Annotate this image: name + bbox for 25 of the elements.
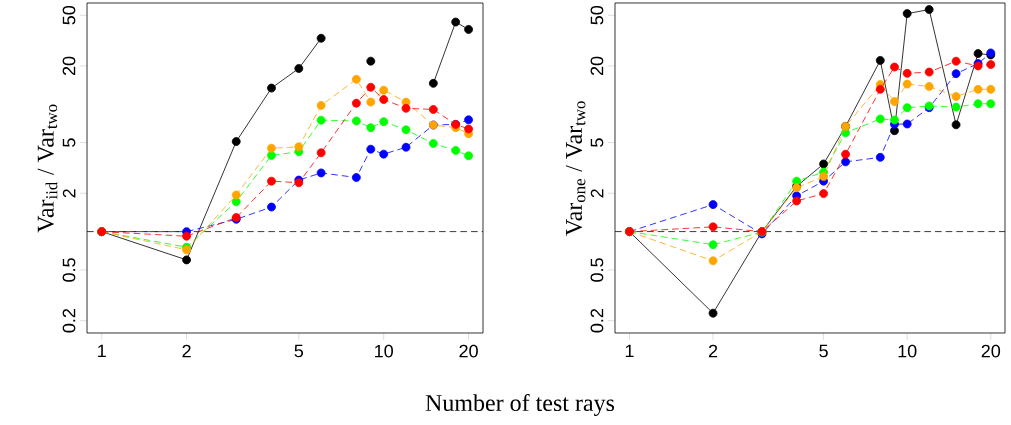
y-tick-label: 0.2: [590, 309, 604, 333]
x-tick-label: 1: [98, 344, 106, 358]
y-tick-label: 50: [590, 5, 604, 25]
y-tick-label: 0.5: [590, 258, 604, 282]
x-tick-label: 10: [375, 344, 393, 358]
y-tick-label: 0.5: [62, 258, 76, 282]
x-tick-label: 2: [182, 344, 191, 358]
y-tick-label: 0.2: [62, 309, 76, 333]
y-tick-label: 2: [62, 189, 76, 198]
x-tick-label: 5: [294, 344, 304, 358]
y-axis-title: Var$_{one}$ / Var$_{two}$: [565, 101, 586, 236]
x-tick-label: 10: [898, 344, 917, 358]
y-axis-title: Var$_{iid}$ / Var$_{two}$: [37, 104, 58, 233]
y-tick-label: 50: [62, 5, 76, 25]
y-tick-label: 20: [590, 56, 604, 76]
x-tick-label: 1: [625, 344, 634, 358]
y-tick-label: 20: [62, 56, 76, 76]
x-axis-title: Number of test rays: [425, 393, 615, 417]
x-tick-label: 5: [819, 344, 828, 358]
x-tick-label: 20: [459, 344, 478, 358]
y-tick-label: 2: [590, 189, 604, 198]
y-tick-label: 5: [62, 138, 76, 147]
x-tick-label: 20: [981, 344, 1001, 358]
x-tick-label: 2: [708, 344, 718, 358]
y-tick-label: 5: [590, 138, 604, 147]
